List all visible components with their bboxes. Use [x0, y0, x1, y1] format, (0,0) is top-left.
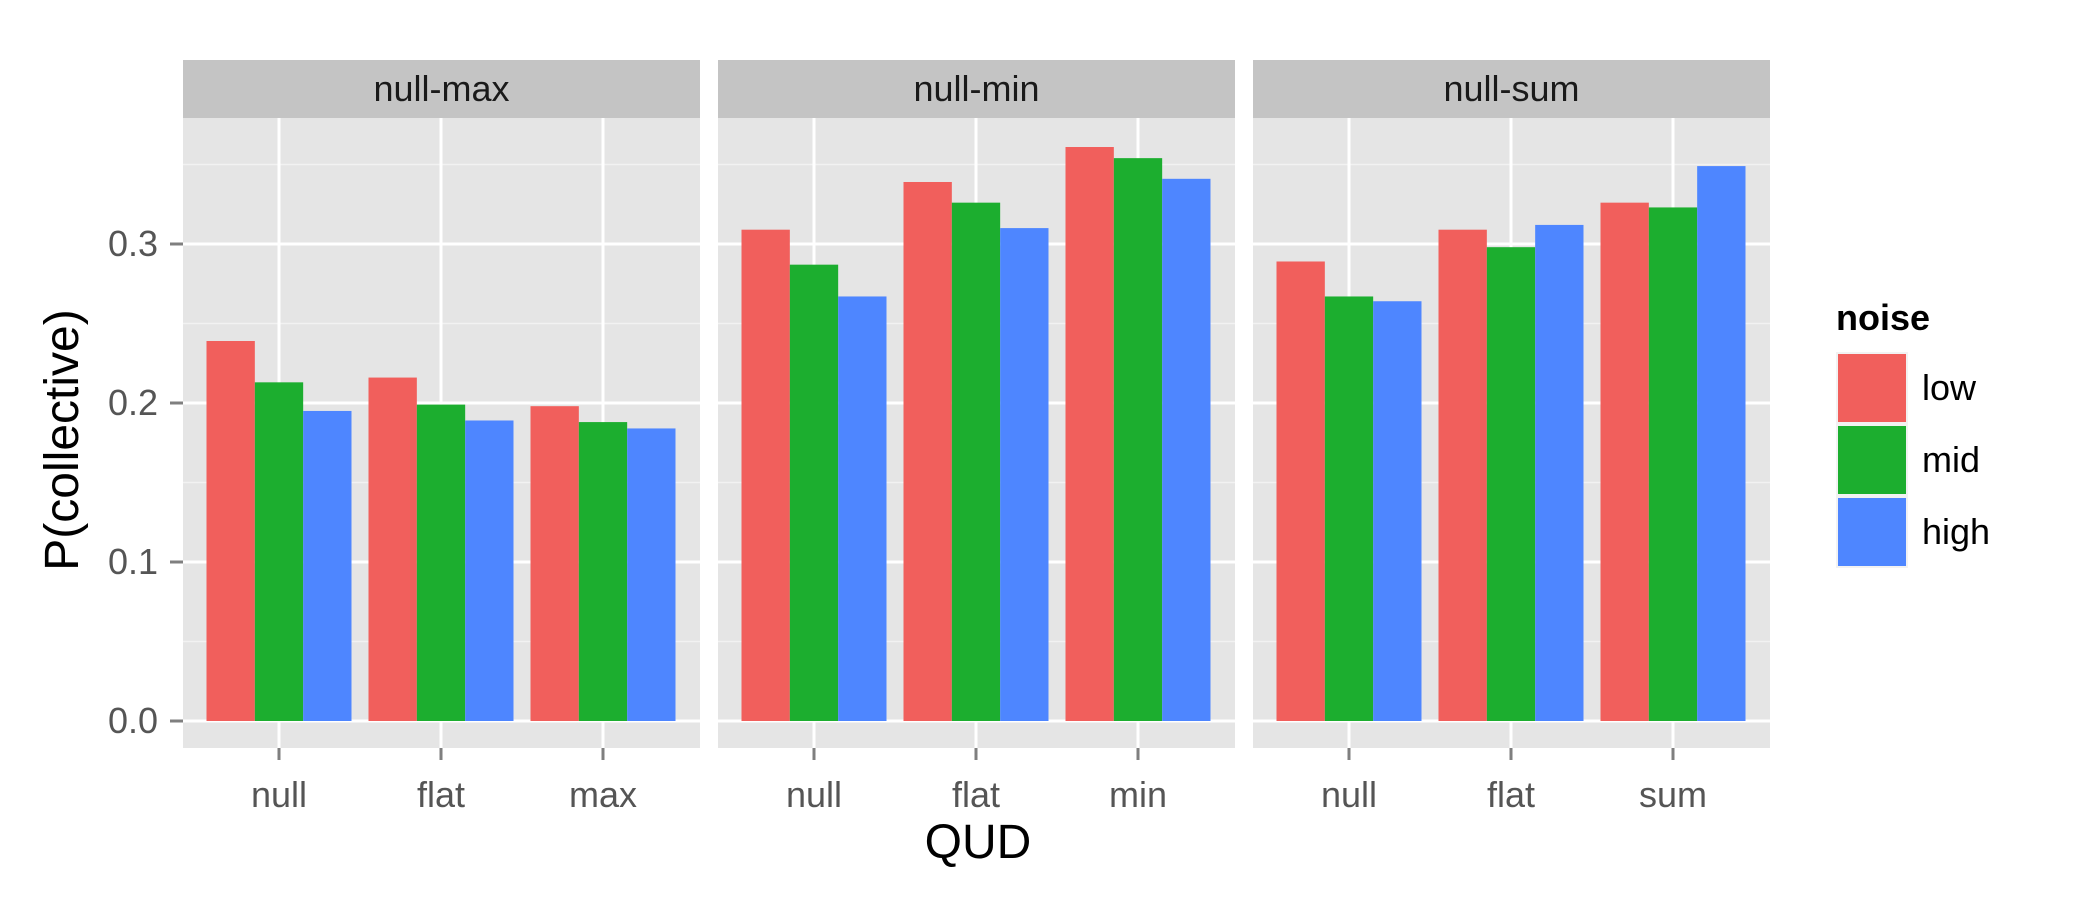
- bar-null-max-max-low: [530, 406, 579, 721]
- bar-null-sum-null-high: [1373, 301, 1422, 721]
- facet-title: null-max: [373, 68, 509, 109]
- bar-null-sum-flat-low: [1438, 229, 1487, 721]
- legend-items: low mid high: [1836, 352, 1990, 568]
- facet-title: null-sum: [1443, 68, 1579, 109]
- facet-panel-null-min: null-min null flat min: [718, 60, 1235, 815]
- bar-null-min-flat-high: [1000, 228, 1049, 721]
- legend-title: noise: [1836, 297, 1930, 338]
- legend-label: mid: [1922, 439, 1980, 480]
- bar-null-min-null-mid: [789, 264, 839, 721]
- facet-strip: [718, 60, 1235, 118]
- legend-label: high: [1922, 511, 1990, 552]
- bar-null-min-flat-mid: [951, 202, 1001, 721]
- facet-strip: [183, 60, 700, 118]
- legend-item-high: high: [1836, 496, 1990, 568]
- bar-null-sum-sum-high: [1697, 166, 1746, 722]
- legend-swatch-low: [1838, 354, 1906, 422]
- bar-null-sum-null-mid: [1324, 296, 1374, 721]
- x-tick-label: min: [1109, 774, 1167, 815]
- bar-null-min-min-mid: [1113, 158, 1163, 721]
- bar-null-max-max-mid: [578, 422, 628, 721]
- bar-null-min-null-high: [838, 296, 887, 721]
- x-tick-label: max: [569, 774, 637, 815]
- bar-null-min-min-low: [1065, 147, 1114, 721]
- bar-null-max-flat-high: [465, 420, 514, 721]
- bar-null-max-null-low: [206, 340, 255, 721]
- bar-null-sum-sum-mid: [1648, 207, 1698, 721]
- bar-null-max-flat-mid: [416, 404, 466, 721]
- legend-swatch-high: [1838, 498, 1906, 566]
- bar-null-max-flat-low: [368, 377, 417, 721]
- bar-null-sum-null-low: [1276, 261, 1325, 721]
- bar-null-sum-sum-low: [1600, 202, 1649, 721]
- x-axis-title: QUD: [925, 816, 1032, 869]
- facet-panel-null-max: null-max null flat max: [183, 60, 700, 815]
- y-tick-label: 0.1: [108, 541, 158, 582]
- legend: noise low mid high: [1836, 297, 1990, 568]
- legend-item-low: low: [1836, 352, 1977, 424]
- bar-null-sum-flat-high: [1535, 224, 1584, 722]
- x-tick-label: flat: [1487, 774, 1535, 815]
- y-tick-label: 0.0: [108, 700, 158, 741]
- x-tick-label: sum: [1639, 774, 1707, 815]
- x-tick-label: flat: [952, 774, 1000, 815]
- bar-null-max-null-mid: [254, 382, 304, 721]
- bar-null-max-max-high: [627, 428, 676, 721]
- facet-panel-null-sum: null-sum null flat sum: [1253, 60, 1770, 815]
- bar-null-sum-flat-mid: [1486, 247, 1536, 721]
- y-axis-title: P(collective): [36, 309, 89, 570]
- x-tick-label: flat: [417, 774, 465, 815]
- facet-strip: [1253, 60, 1770, 118]
- y-tick-label: 0.2: [108, 382, 158, 423]
- x-tick-label: null: [786, 774, 842, 815]
- facet-title: null-min: [913, 68, 1039, 109]
- legend-swatch-mid: [1838, 426, 1906, 494]
- bar-null-min-min-high: [1162, 178, 1211, 721]
- y-tick-label: 0.3: [108, 223, 158, 264]
- x-tick-label: null: [251, 774, 307, 815]
- legend-item-mid: mid: [1836, 424, 1980, 496]
- x-tick-label: null: [1321, 774, 1377, 815]
- bar-null-min-flat-low: [903, 181, 952, 722]
- y-axis: 0.0 0.1 0.2 0.3: [108, 223, 183, 741]
- bar-null-min-null-low: [741, 229, 790, 721]
- bar-null-max-null-high: [303, 410, 352, 721]
- legend-label: low: [1922, 367, 1977, 408]
